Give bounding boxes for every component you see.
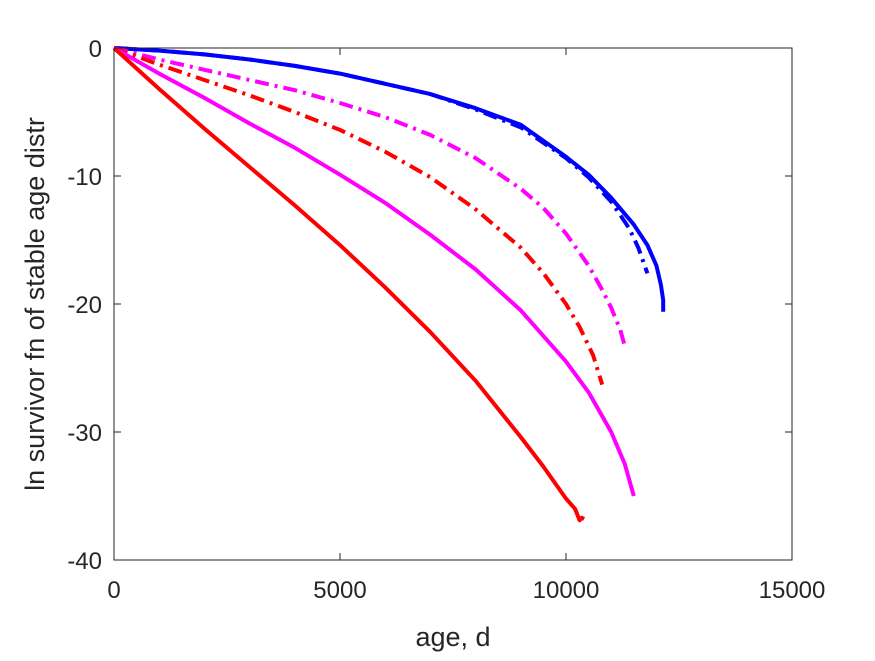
series-line-6 bbox=[112, 46, 586, 523]
tick-layer: 0 5000 10000 15000 0 -10 -20 -30 -40 bbox=[67, 36, 825, 604]
series-line-3 bbox=[113, 46, 627, 347]
series-line-5 bbox=[113, 46, 636, 497]
y-tick-label-2: -10 bbox=[67, 164, 102, 191]
plot-area bbox=[114, 48, 792, 560]
series-layer bbox=[112, 46, 666, 523]
y-axis-label: ln survivor fn of stable age distr bbox=[20, 117, 50, 491]
x-axis-label: age, d bbox=[415, 622, 490, 652]
y-tick-label-1: 0 bbox=[89, 36, 102, 63]
x-tick-label-2: 5000 bbox=[313, 577, 366, 604]
x-tick-label-3: 10000 bbox=[533, 577, 600, 604]
x-tick-label-4: 15000 bbox=[759, 577, 826, 604]
y-tick-label-5: -40 bbox=[67, 548, 102, 575]
y-tick-label-3: -20 bbox=[67, 292, 102, 319]
y-tick-label-4: -30 bbox=[67, 420, 102, 447]
x-tick-label-1: 0 bbox=[107, 577, 120, 604]
